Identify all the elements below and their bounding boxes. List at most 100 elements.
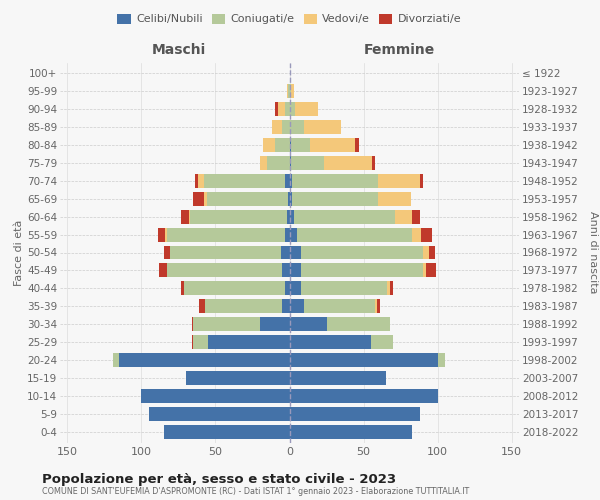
Bar [290,371,386,385]
Bar [323,156,373,170]
Bar [208,335,290,349]
Bar [281,246,290,260]
Bar [376,300,377,314]
Bar [278,102,285,116]
Bar [426,264,436,278]
Bar [164,246,170,260]
Bar [193,335,208,349]
Bar [184,282,285,296]
Bar [192,317,193,331]
Bar [290,317,326,331]
Bar [203,174,285,188]
Bar [304,300,376,314]
Text: Popolazione per età, sesso e stato civile - 2023: Popolazione per età, sesso e stato civil… [42,472,396,486]
Bar [181,282,184,296]
Text: Femmine: Femmine [364,43,435,57]
Bar [181,210,189,224]
Bar [290,210,294,224]
Bar [186,371,290,385]
Bar [149,407,290,421]
Bar [290,407,420,421]
Bar [379,192,411,205]
Bar [428,246,434,260]
Bar [287,210,290,224]
Bar [294,210,395,224]
Bar [423,246,428,260]
Legend: Celibi/Nubili, Coniugati/e, Vedovi/e, Divorziati/e: Celibi/Nubili, Coniugati/e, Vedovi/e, Di… [113,9,466,29]
Bar [326,317,390,331]
Bar [165,228,167,241]
Bar [301,282,387,296]
Bar [290,264,301,278]
Text: Maschi: Maschi [152,43,206,57]
Bar [304,120,341,134]
Bar [267,156,290,170]
Bar [290,389,437,403]
Bar [198,174,203,188]
Bar [285,228,290,241]
Bar [189,210,190,224]
Bar [167,264,282,278]
Bar [190,210,287,224]
Bar [290,120,304,134]
Y-axis label: Anni di nascita: Anni di nascita [588,211,598,294]
Bar [290,84,291,98]
Bar [377,300,380,314]
Bar [282,120,290,134]
Bar [437,353,445,367]
Bar [297,228,412,241]
Bar [193,192,203,205]
Bar [285,102,290,116]
Bar [142,389,290,403]
Bar [290,282,301,296]
Bar [290,192,292,205]
Bar [291,84,294,98]
Bar [203,192,206,205]
Bar [285,282,290,296]
Bar [260,317,290,331]
Bar [301,264,423,278]
Bar [310,138,355,152]
Bar [290,138,291,152]
Bar [371,335,393,349]
Bar [292,174,379,188]
Bar [291,138,310,152]
Bar [292,192,379,205]
Bar [113,353,119,367]
Bar [290,300,304,314]
Bar [275,138,290,152]
Bar [387,282,390,296]
Bar [390,282,393,296]
Bar [290,246,301,260]
Bar [206,192,288,205]
Bar [158,228,165,241]
Bar [290,228,297,241]
Bar [192,335,193,349]
Bar [290,335,371,349]
Bar [159,264,167,278]
Bar [167,228,285,241]
Y-axis label: Fasce di età: Fasce di età [14,220,24,286]
Text: COMUNE DI SANT'EUFEMIA D'ASPROMONTE (RC) - Dati ISTAT 1° gennaio 2023 - Elaboraz: COMUNE DI SANT'EUFEMIA D'ASPROMONTE (RC)… [42,487,469,496]
Bar [287,84,288,98]
Bar [288,192,290,205]
Bar [290,174,292,188]
Bar [282,300,290,314]
Bar [275,102,278,116]
Bar [195,174,198,188]
Bar [260,156,267,170]
Bar [291,156,323,170]
Bar [423,264,426,278]
Bar [205,300,282,314]
Bar [301,246,423,260]
Bar [282,264,290,278]
Bar [164,425,290,438]
Bar [290,425,412,438]
Bar [290,156,291,170]
Bar [355,138,359,152]
Bar [412,228,421,241]
Bar [272,120,282,134]
Bar [412,210,420,224]
Bar [263,138,275,152]
Bar [170,246,281,260]
